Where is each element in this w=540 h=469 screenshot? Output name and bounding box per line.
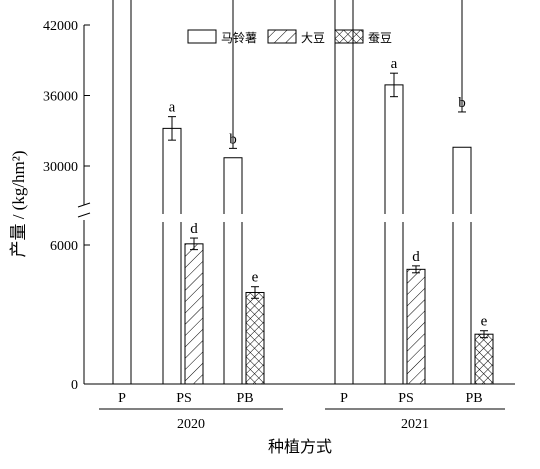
x-group-label-2020: 2020 bbox=[177, 417, 205, 432]
bar-2020-PS-soybean bbox=[184, 243, 204, 385]
legend-label-potato: 马铃薯 bbox=[221, 30, 257, 45]
x-category-2020-PB: PB bbox=[236, 391, 253, 406]
y-axis-label: 产量 / (kg/hm²) bbox=[9, 150, 28, 257]
bar-2020-PB-faba-letter: e bbox=[252, 270, 259, 286]
bars: cadbecadbe bbox=[112, 0, 494, 385]
legend-swatch-potato bbox=[187, 29, 217, 44]
bar-2020-PB-potato-lower bbox=[223, 222, 243, 384]
legend: 马铃薯 大豆 蚕豆 bbox=[187, 29, 392, 45]
bar-2021-PS-potato-letter: a bbox=[391, 56, 398, 72]
bar-2020-PS-soybean-letter: d bbox=[190, 221, 198, 237]
x-category-2020-PS: PS bbox=[176, 391, 192, 406]
legend-label-soybean: 大豆 bbox=[301, 31, 325, 45]
legend-swatch-faba bbox=[334, 29, 364, 44]
bar-2020-PS-potato-letter: a bbox=[169, 100, 176, 116]
legend-label-faba: 蚕豆 bbox=[368, 31, 392, 45]
y-axis-ticks: 0 6000 30000 36000 42000 bbox=[43, 19, 90, 393]
bar-2021-PS-soybean bbox=[406, 268, 426, 385]
x-category-2021-P: P bbox=[340, 391, 348, 406]
bar-2020-PB-faba bbox=[245, 291, 265, 385]
legend-swatch-soybean bbox=[267, 29, 297, 44]
y-tick-label-30000: 30000 bbox=[43, 160, 78, 175]
bar-2021-PS-potato-lower bbox=[384, 222, 404, 384]
y-tick-label-0: 0 bbox=[71, 378, 78, 393]
bar-2020-PB-potato-letter: b bbox=[229, 131, 237, 147]
bar-2021-P-potato bbox=[334, 0, 354, 385]
x-category-2021-PS: PS bbox=[398, 391, 414, 406]
y-tick-label-42000: 42000 bbox=[43, 19, 78, 34]
bar-2021-PB-potato-letter: b bbox=[458, 95, 466, 111]
x-category-2021-PB: PB bbox=[465, 391, 482, 406]
bar-2020-PS-potato-lower bbox=[162, 222, 182, 384]
x-group-label-2021: 2021 bbox=[401, 417, 429, 432]
bar-2021-PB-potato-lower bbox=[452, 222, 472, 384]
x-category-2020-P: P bbox=[118, 391, 126, 406]
y-tick-label-36000: 36000 bbox=[43, 90, 78, 105]
bar-2021-PB-potato-upper bbox=[452, 146, 472, 214]
axis-break-mark bbox=[77, 202, 91, 218]
bar-2020-PS-potato-upper bbox=[162, 127, 182, 214]
y-tick-label-6000: 6000 bbox=[50, 239, 78, 254]
bar-2021-PS-potato-upper bbox=[384, 84, 404, 214]
x-axis-labels: P PS PB 2020 P PS PB 2021 bbox=[99, 391, 505, 432]
x-axis-title: 种植方式 bbox=[268, 437, 332, 456]
bar-2021-PB-faba bbox=[474, 333, 494, 385]
bar-2021-PS-soybean-letter: d bbox=[412, 249, 420, 265]
bar-2021-PB-faba-letter: e bbox=[481, 314, 488, 330]
bar-2020-PB-potato-upper bbox=[223, 157, 243, 214]
bar-2020-P-potato bbox=[112, 0, 132, 385]
